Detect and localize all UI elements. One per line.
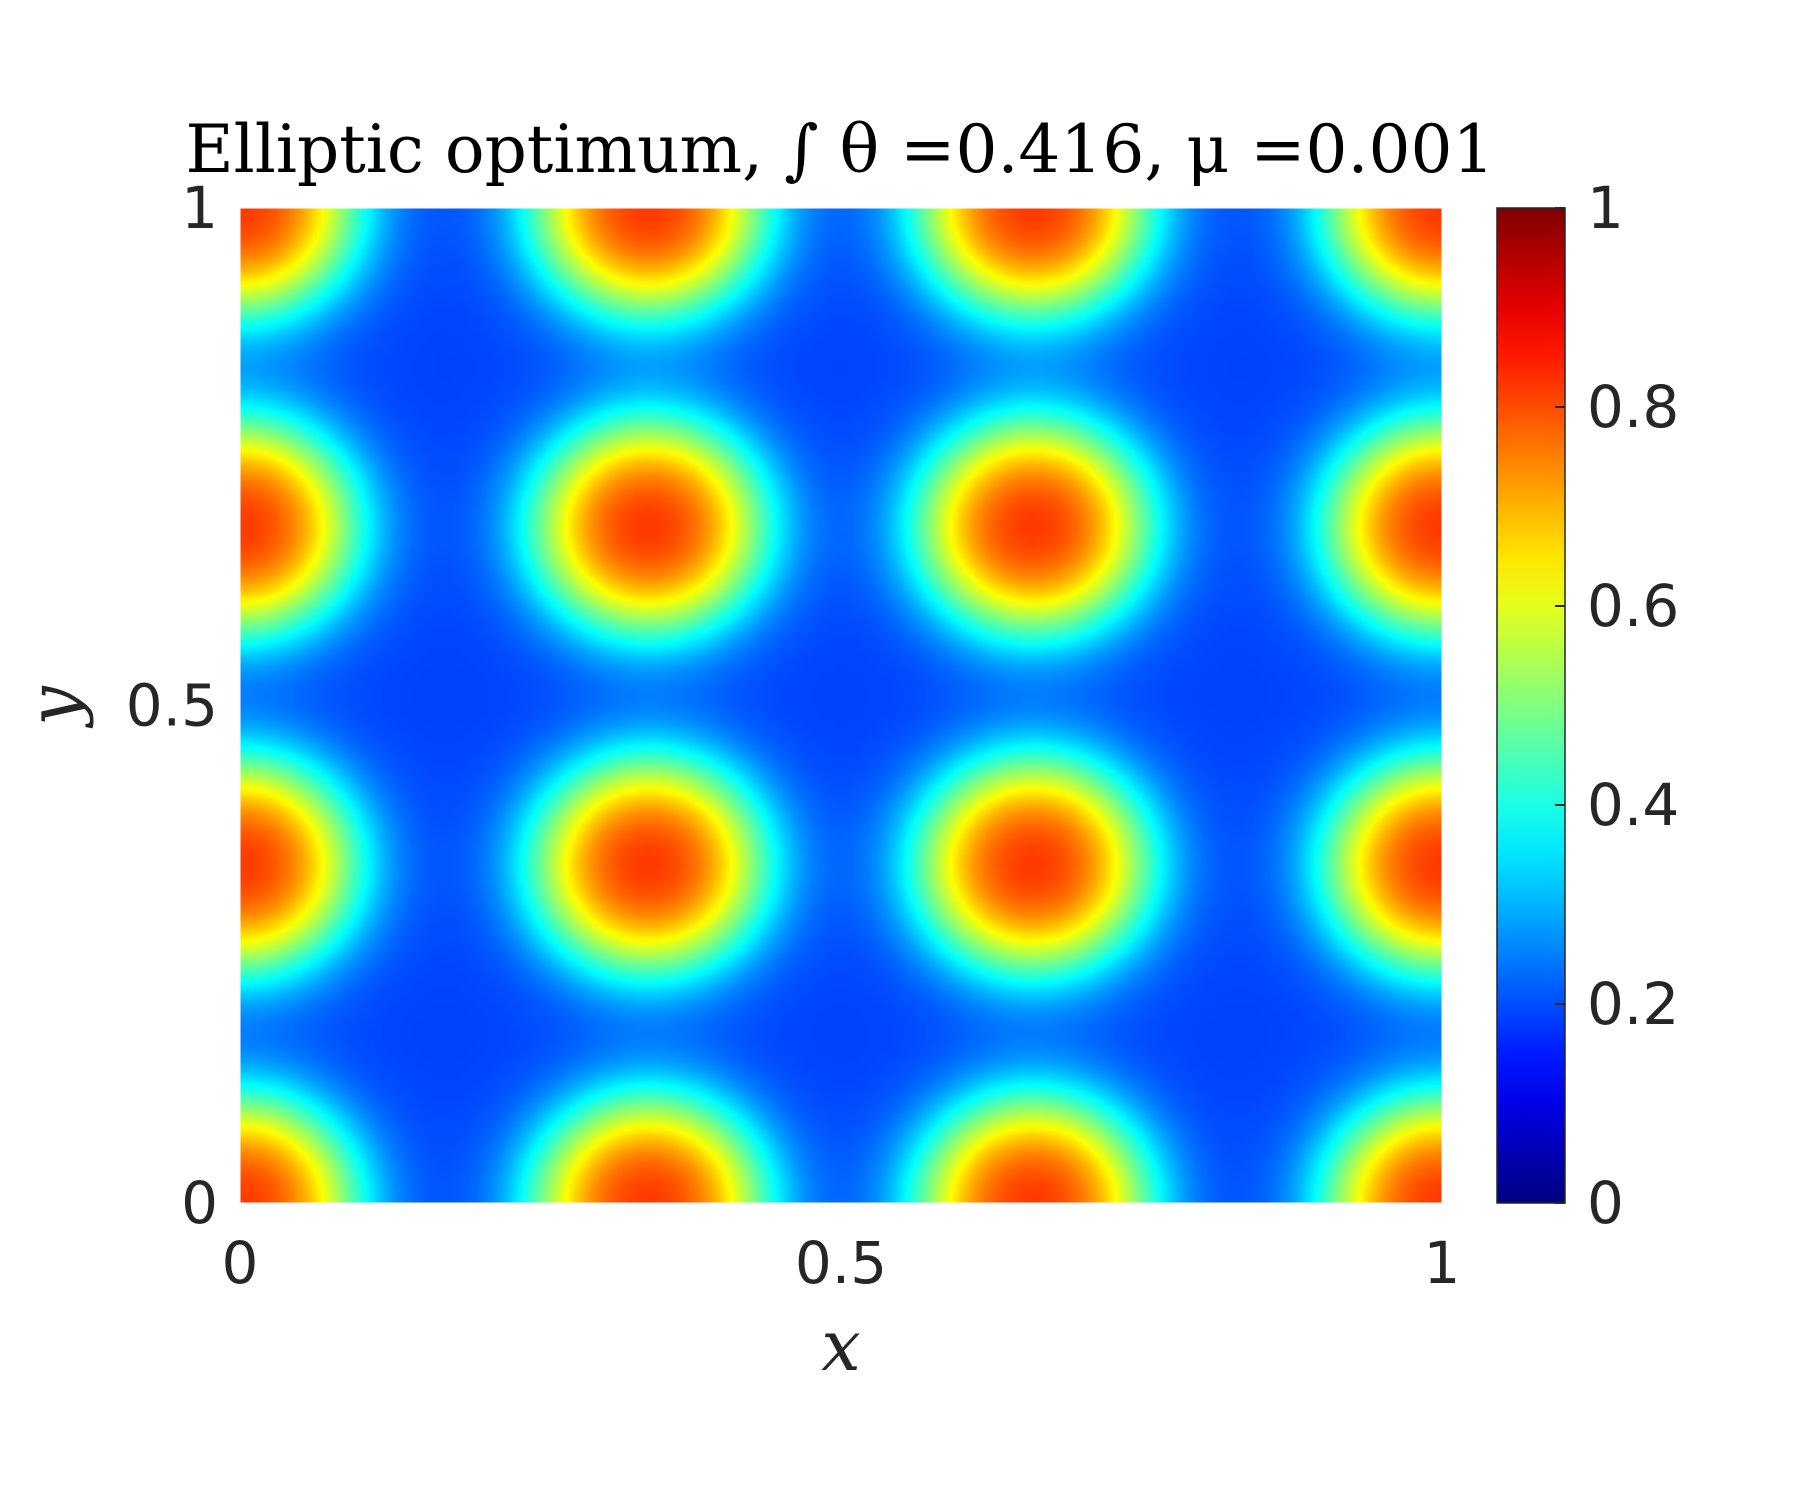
plot-area (239, 207, 1443, 1204)
x-tick-label: 0.5 (795, 1229, 887, 1297)
colorbar-tick-label: 1 (1587, 174, 1624, 242)
x-tick-label: 0 (222, 1229, 259, 1297)
x-tick-label: 1 (1424, 1229, 1461, 1297)
y-tick-label: 0 (181, 1169, 218, 1237)
colorbar: 0 0.2 0.4 0.6 0.8 1 (1496, 174, 1679, 1237)
colorbar-ticks: 0 0.2 0.4 0.6 0.8 1 (1555, 174, 1679, 1237)
colorbar-bar (1496, 207, 1566, 1204)
y-axis-ticks: 00.51 (126, 174, 218, 1237)
colorbar-tick-label: 0.2 (1587, 970, 1679, 1038)
chart-title: Elliptic optimum, ∫ θ =0.416, μ =0.001 (186, 111, 1495, 188)
heatmap-image (240, 208, 1442, 1203)
colorbar-tick-label: 0.6 (1587, 572, 1679, 640)
x-axis-ticks: 0 0.5 1 (222, 1229, 1461, 1297)
x-axis-label: x (821, 1305, 860, 1387)
colorbar-tick-label: 0 (1587, 1169, 1624, 1237)
colorbar-tick-label: 0.8 (1587, 373, 1679, 441)
plot-border (239, 207, 1443, 1204)
y-tick-label: 0.5 (126, 672, 218, 740)
colorbar-tick-label: 0.4 (1587, 771, 1679, 839)
y-tick-label: 1 (181, 174, 218, 242)
y-axis-label: y (13, 685, 95, 729)
